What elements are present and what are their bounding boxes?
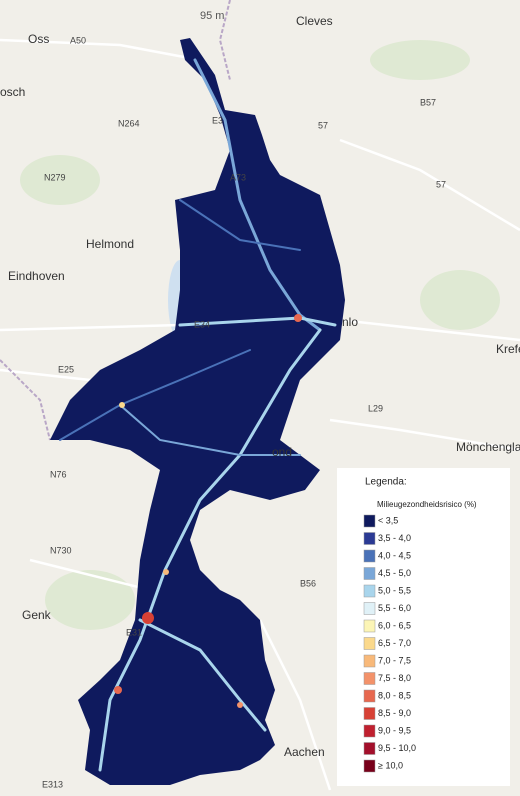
place-label: nlo (342, 315, 358, 329)
place-label: Aachen (284, 745, 325, 759)
legend-label: 5,0 - 5,5 (378, 585, 411, 595)
legend-swatch (363, 584, 376, 598)
legend-label: 9,5 - 10,0 (378, 743, 416, 753)
place-label: Mönchengladb (456, 440, 520, 454)
legend-label: 9,0 - 9,5 (378, 725, 411, 735)
legend-title: Legenda: (365, 477, 407, 488)
place-label: Cleves (296, 14, 333, 28)
legend-subtitle: Milieugezondheidsrisico (%) (377, 500, 477, 509)
legend-label: 7,0 - 7,5 (378, 655, 411, 665)
legend-label: 7,5 - 8,0 (378, 673, 411, 683)
place-label: E31 (126, 627, 142, 637)
legend-swatch (363, 602, 376, 615)
place-label: E3 (212, 115, 223, 125)
borders (0, 0, 231, 441)
legend: Legenda: Milieugezondheidsrisico (%) < 3… (337, 468, 510, 786)
region-area (50, 38, 345, 785)
legend-label: < 3,5 (378, 515, 398, 525)
legend-swatch (363, 724, 376, 738)
legend-label: 4,5 - 5,0 (378, 568, 411, 578)
place-label: 95 m (200, 10, 224, 22)
legend-panel (337, 468, 510, 786)
place-label: 57 (436, 179, 446, 189)
legend-swatch (363, 672, 376, 685)
legend-label: ≥ 10,0 (378, 760, 403, 770)
place-label: N76 (50, 469, 67, 479)
place-label: 57 (318, 120, 328, 130)
legend-swatch (363, 637, 376, 650)
hotspots (114, 314, 302, 708)
legend-label: 6,0 - 6,5 (378, 620, 411, 630)
legend-swatch (363, 759, 376, 773)
place-label: N730 (50, 545, 72, 555)
place-label: L29 (368, 403, 383, 413)
legend-label: 6,5 - 7,0 (378, 638, 411, 648)
legend-label: 5,5 - 6,0 (378, 603, 411, 613)
legend-swatch (363, 567, 376, 580)
place-label: B57 (420, 97, 436, 107)
place-label: Oss (28, 32, 49, 46)
legend-swatch (363, 742, 376, 755)
legend-swatch (363, 619, 376, 633)
place-label: Krefe (496, 342, 520, 356)
place-label: Genk (22, 608, 52, 622)
place-label: osch (0, 85, 25, 99)
legend-label: 8,0 - 8,5 (378, 690, 411, 700)
place-label: N279 (44, 172, 66, 182)
legend-swatch (363, 514, 376, 528)
legend-swatch (363, 654, 376, 668)
legend-label: 3,5 - 4,0 (378, 533, 411, 543)
legend-label: 8,5 - 9,0 (378, 708, 411, 718)
place-label: N264 (118, 118, 140, 128)
legend-swatch (363, 707, 376, 720)
place-label: E313 (42, 779, 63, 789)
place-label: ond (272, 445, 292, 459)
place-label: E34 (194, 319, 210, 329)
place-label: E25 (58, 364, 74, 374)
legend-swatch (363, 549, 376, 563)
place-label: A50 (70, 35, 86, 45)
place-labels: 95 m Oss Cleves A50 osch B57 N264 E3 57 N279 A73 57… (0, 10, 520, 789)
legend-swatch (363, 532, 376, 545)
legend-swatch (363, 689, 376, 703)
place-label: Helmond (86, 237, 134, 251)
place-label: Eindhoven (8, 269, 65, 283)
place-label: B56 (300, 578, 316, 588)
place-label: A73 (230, 172, 246, 182)
legend-label: 4,0 - 4,5 (378, 550, 411, 560)
legend-items: < 3,5 3,5 - 4,0 4,0 - 4,5 4,5 - 5,0 5,0 - 5,… (363, 514, 416, 773)
